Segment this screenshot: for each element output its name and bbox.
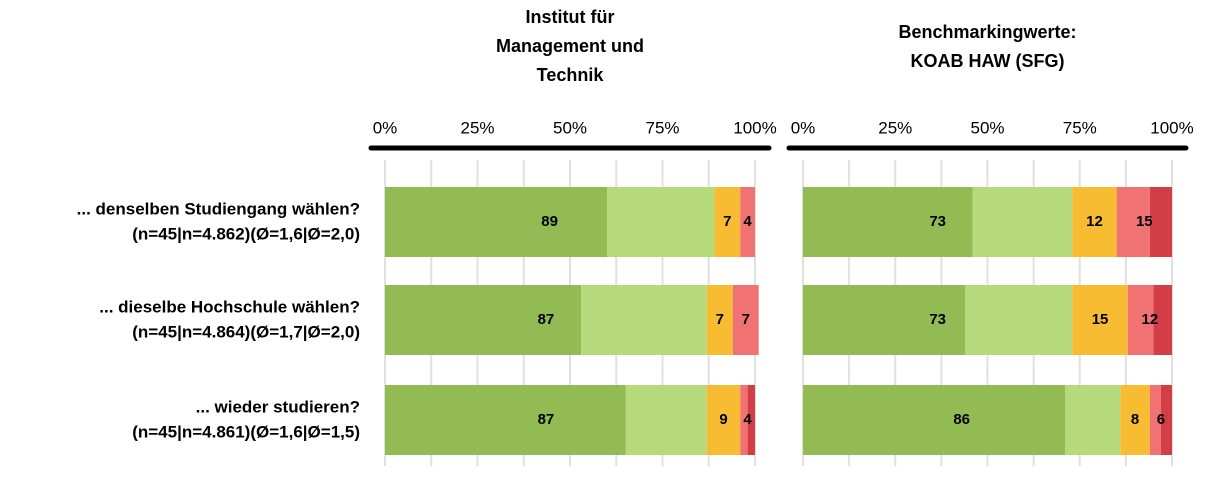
x-tick-label: 0% xyxy=(373,118,398,137)
data-label: 87 xyxy=(538,311,555,328)
panel-title: Institut für Management und Technik xyxy=(496,7,644,85)
x-tick-label: 50% xyxy=(970,118,1004,137)
category-label: ... wieder studieren? xyxy=(196,397,360,416)
category-label: (n=45|n=4.861)(Ø=1,6|Ø=1,5) xyxy=(132,422,360,441)
category-label: (n=45|n=4.862)(Ø=1,6|Ø=2,0) xyxy=(132,224,360,243)
category-label: ... dieselbe Hochschule wählen? xyxy=(99,297,360,316)
x-tick-label: 100% xyxy=(733,118,776,137)
bar-segment xyxy=(1160,385,1172,455)
x-tick-label: 0% xyxy=(791,118,816,137)
data-label: 8 xyxy=(1131,411,1139,428)
category-label: (n=45|n=4.864)(Ø=1,7|Ø=2,0) xyxy=(132,322,360,341)
data-label: 12 xyxy=(1142,311,1159,328)
data-label: 7 xyxy=(723,213,731,230)
bar-segment xyxy=(965,285,1073,355)
bar-segment xyxy=(714,187,741,257)
data-label: 89 xyxy=(541,213,558,230)
bar-segment xyxy=(972,187,1073,257)
bar-segment xyxy=(1153,285,1172,355)
bar-segment xyxy=(1116,187,1150,257)
bar-segment xyxy=(803,385,1065,455)
bar-segment xyxy=(803,187,973,257)
data-label: 73 xyxy=(929,311,946,328)
bar-segment xyxy=(581,285,707,355)
data-label: 7 xyxy=(716,311,724,328)
bar-segment xyxy=(732,285,759,355)
panel-title: Benchmarkingwerte: KOAB HAW (SFG) xyxy=(898,22,1076,71)
bar-segment xyxy=(385,385,626,455)
x-tick-label: 25% xyxy=(878,118,912,137)
category-label: ... denselben Studiengang wählen? xyxy=(77,199,360,218)
x-tick-label: 75% xyxy=(1063,118,1097,137)
data-label: 4 xyxy=(743,213,752,230)
data-label: 7 xyxy=(742,311,750,328)
data-label: 15 xyxy=(1136,213,1153,230)
data-label: 86 xyxy=(953,411,970,428)
bar-segment xyxy=(740,187,755,257)
x-tick-label: 50% xyxy=(553,118,587,137)
data-label: 87 xyxy=(538,411,555,428)
bar-segment xyxy=(385,285,582,355)
bar-segment xyxy=(1072,187,1117,257)
bar-segment xyxy=(625,385,707,455)
bar-segment xyxy=(1149,385,1161,455)
data-label: 15 xyxy=(1092,311,1109,328)
bar-segment xyxy=(1072,285,1128,355)
data-label: 73 xyxy=(929,213,946,230)
bar-segment xyxy=(1064,385,1121,455)
bar-segment xyxy=(747,385,755,455)
data-label: 12 xyxy=(1086,213,1103,230)
data-label: 4 xyxy=(743,411,752,428)
bar-segment xyxy=(1120,385,1150,455)
bar-segment xyxy=(740,385,748,455)
bar-segment xyxy=(803,285,966,355)
bar-segment xyxy=(385,187,607,257)
bar-segment xyxy=(706,385,741,455)
data-label: 6 xyxy=(1157,411,1165,428)
x-tick-label: 25% xyxy=(460,118,494,137)
x-tick-label: 100% xyxy=(1150,118,1193,137)
data-label: 9 xyxy=(719,411,727,428)
bar-segment xyxy=(1127,285,1154,355)
bar-segment xyxy=(706,285,733,355)
bar-segment xyxy=(607,187,715,257)
x-tick-label: 75% xyxy=(645,118,679,137)
bar-segment xyxy=(1149,187,1172,257)
